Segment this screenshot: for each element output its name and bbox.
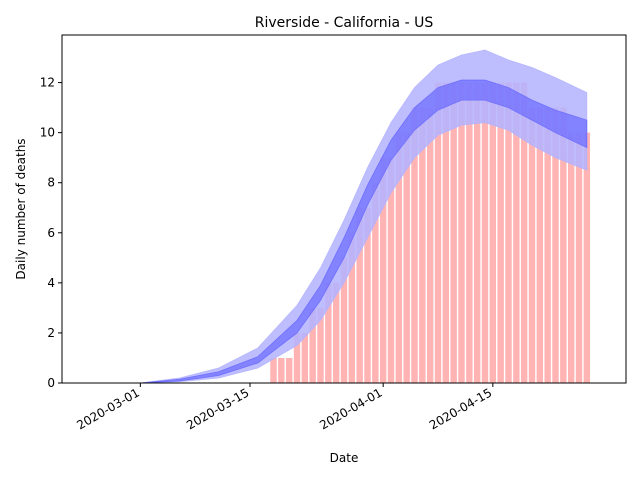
bar-2020-04-09 <box>442 82 450 383</box>
bar-2020-04-18 <box>513 82 520 383</box>
bar-2020-03-23 <box>309 307 316 383</box>
y-tick-label: 8 <box>47 176 55 190</box>
x-axis-label: Date <box>330 451 359 465</box>
y-tick-label: 12 <box>40 76 55 90</box>
bar-2020-03-21 <box>293 332 301 383</box>
bar-2020-03-29 <box>356 207 363 383</box>
y-tick-label: 2 <box>47 326 55 340</box>
bar-2020-04-10 <box>450 82 457 383</box>
bar-2020-04-05 <box>411 107 418 383</box>
bar-2020-04-23 <box>552 107 559 383</box>
bar-2020-04-17 <box>505 82 512 383</box>
bar-2020-04-22 <box>544 107 551 383</box>
bar-2020-03-31 <box>372 182 379 383</box>
bar-2020-04-26 <box>575 132 583 383</box>
bar-2020-04-07 <box>426 107 434 383</box>
bar-2020-04-16 <box>497 82 504 383</box>
y-tick-label: 6 <box>47 226 55 240</box>
bar-2020-04-15 <box>489 82 497 383</box>
axes-frame <box>61 34 627 384</box>
y-tick-label: 0 <box>47 376 55 390</box>
y-axis-label: Daily number of deaths <box>14 138 28 279</box>
bar-2020-04-01 <box>379 157 387 383</box>
model-inner-band <box>140 79 588 384</box>
bar-2020-03-18 <box>270 357 277 383</box>
bar-2020-03-26 <box>332 282 340 383</box>
bar-2020-04-24 <box>560 107 567 383</box>
bar-2020-04-27 <box>583 132 591 383</box>
bar-2020-04-02 <box>387 157 395 383</box>
bar-2020-04-25 <box>567 132 575 383</box>
bar-2020-03-27 <box>340 257 348 383</box>
bar-2020-04-08 <box>434 82 442 383</box>
bar-2020-04-20 <box>528 107 536 383</box>
y-tick-label: 4 <box>47 276 55 290</box>
bar-2020-04-06 <box>419 107 426 383</box>
bar-2020-03-25 <box>325 282 332 383</box>
bar-2020-04-21 <box>536 107 544 383</box>
bar-2020-04-12 <box>466 82 473 383</box>
y-tick-label: 10 <box>40 126 55 140</box>
bar-2020-04-19 <box>520 82 528 383</box>
plot-area <box>140 49 591 384</box>
bar-2020-03-24 <box>317 307 324 383</box>
bar-2020-03-22 <box>301 332 309 383</box>
bar-2020-03-19 <box>278 357 285 383</box>
bar-2020-03-20 <box>285 357 293 383</box>
bar-2020-04-11 <box>458 82 465 383</box>
bar-2020-04-13 <box>473 82 481 383</box>
chart-title: Riverside - California - US <box>255 15 434 31</box>
bar-2020-04-03 <box>395 132 403 383</box>
bar-2020-03-28 <box>348 232 356 383</box>
bar-2020-04-04 <box>403 132 410 383</box>
bar-2020-04-14 <box>481 82 489 383</box>
bar-2020-03-30 <box>364 207 371 383</box>
